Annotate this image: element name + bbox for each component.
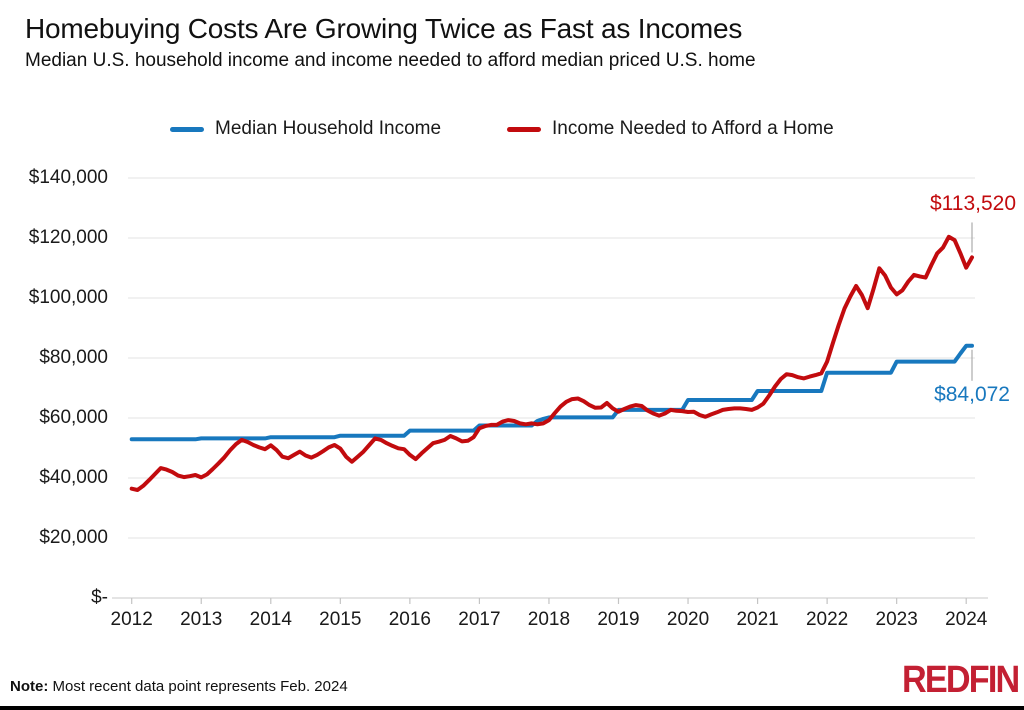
annotation-income-needed-latest: $113,520 <box>929 192 1016 215</box>
legend-swatch-blue-line <box>170 126 204 132</box>
y-axis-label: $100,000 <box>28 287 108 308</box>
x-axis-label: 2012 <box>110 609 153 630</box>
annotation-median-income-latest: $84,072 <box>934 383 1010 406</box>
chart-legend: Median Household Income Income Needed to… <box>170 118 834 140</box>
x-axis-label: 2020 <box>666 609 710 630</box>
footnote: Note: Most recent data point represents … <box>10 678 348 695</box>
legend-label: Median Household Income <box>215 118 442 139</box>
line-chart-canvas <box>112 177 988 604</box>
y-axis-label: $40,000 <box>39 467 108 488</box>
footnote-note-prefix: Note: <box>10 678 49 695</box>
y-axis-label: $80,000 <box>39 347 108 368</box>
legend-item-income-needed: Income Needed to Afford a Home <box>507 118 834 140</box>
bottom-border-bar <box>0 706 1024 710</box>
redfin-logo: REDFIN <box>901 659 1019 701</box>
x-axis-label: 2014 <box>249 609 292 630</box>
y-axis-label: $140,000 <box>28 167 108 188</box>
y-axis-label: $120,000 <box>28 227 108 248</box>
x-axis-label: 2024 <box>945 609 988 630</box>
y-axis-label: $60,000 <box>39 407 108 428</box>
y-axis-label: $- <box>91 587 108 608</box>
median-income-line <box>129 343 974 442</box>
legend-label: Income Needed to Afford a Home <box>552 118 834 139</box>
income-needed-line <box>129 234 974 492</box>
x-axis-label: 2019 <box>597 609 640 630</box>
legend-item-median-household-income: Median Household Income <box>170 118 441 140</box>
x-axis-label: 2016 <box>388 609 431 630</box>
x-axis-label: 2013 <box>180 609 223 630</box>
page-title: Homebuying Costs Are Growing Twice as Fa… <box>25 13 743 44</box>
x-axis-label: 2017 <box>458 609 501 630</box>
footnote-text: Most recent data point represents Feb. 2… <box>48 678 348 695</box>
x-axis-label: 2015 <box>319 609 362 630</box>
x-axis-label: 2018 <box>527 609 571 630</box>
legend-swatch-red-line <box>507 126 542 132</box>
x-axis-label: 2023 <box>875 609 918 630</box>
page-subtitle: Median U.S. household income and income … <box>25 50 756 71</box>
x-axis-label: 2021 <box>736 609 779 630</box>
x-axis-label: 2022 <box>805 609 849 630</box>
y-axis-label: $20,000 <box>39 527 108 548</box>
